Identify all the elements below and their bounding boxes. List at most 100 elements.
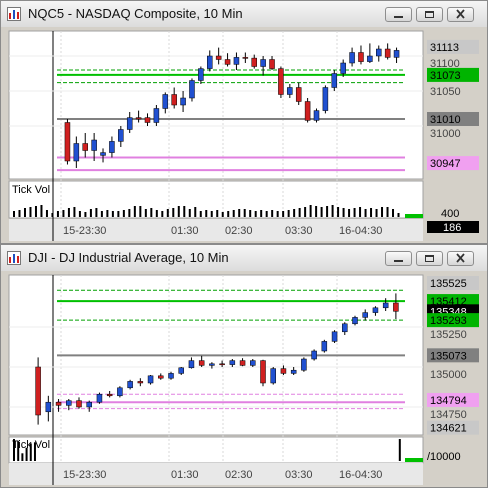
time-tick-label: 03:30 [285,469,313,481]
volume-bar [398,439,401,461]
time-tick-label: 02:30 [225,225,253,237]
window-titlebar[interactable]: DJI - DJ Industrial Average, 10 Min [1,245,487,272]
candle-body [100,152,106,156]
volume-pane[interactable] [8,436,424,464]
candle-body [260,59,266,67]
time-tick-label: 15-23:30 [63,225,106,237]
volume-bar [210,211,213,217]
volume-bar [172,208,175,217]
price-chart[interactable]: 31113 31073 31010 30947 31100 31050 31000 400 18… [1,27,487,243]
candle-body [233,57,240,65]
candle-body [144,117,151,123]
volume-bar [304,207,307,217]
candle-body [189,80,195,99]
candle-body [153,108,160,123]
volume-bar [117,211,120,217]
volume-bar [386,207,389,217]
candle-body [198,68,204,81]
volume-bar [25,447,28,461]
chart-area[interactable]: 135525 135412 135348 135293 135073 134794 1346… [1,271,487,487]
time-axis [9,463,423,485]
volume-bar [150,208,153,217]
window-titlebar[interactable]: NQC5 - NASDAQ Composite, 10 Min [1,1,487,28]
price-tick-label: 31100 [430,58,460,70]
candle-body [301,358,307,371]
volume-bar [29,207,32,217]
candle-body [321,341,328,352]
volume-bar [298,208,301,217]
volume-live-bar [405,458,423,462]
volume-live-bar [405,214,423,218]
price-highlight-text: 134794 [430,395,467,407]
chart-area[interactable]: 31113 31073 31010 30947 31100 31050 31000 400 18… [1,27,487,243]
volume-bar [249,210,252,217]
maximize-button[interactable] [416,7,443,22]
candle-body [117,387,123,397]
price-highlight-label [427,156,479,171]
price-tick-label: 135250 [430,329,467,341]
candle-body [35,366,41,416]
volume-bar [199,211,202,217]
candle-body [162,94,169,109]
volume-bar [375,209,378,217]
price-highlight-text: 135293 [430,315,467,327]
candle-body [86,401,92,408]
volume-bar [370,208,373,217]
candle-body [55,401,62,406]
candle-body [215,55,222,60]
time-tick-label: 01:30 [171,225,199,237]
volume-bar [56,211,59,217]
candle-body [367,55,373,62]
price-highlight-label [427,392,479,407]
volume-current-text: 186 [443,222,461,234]
volume-bar [122,210,125,217]
maximize-button[interactable] [416,251,443,266]
volume-bar [216,210,219,217]
candle-body [64,122,71,162]
volume-bar [73,207,76,217]
close-button[interactable] [447,7,474,22]
volume-bar [67,208,70,217]
minimize-button[interactable] [385,251,412,266]
price-highlight-label [427,39,479,54]
candle-body [106,393,113,397]
minimize-icon [394,260,403,262]
candle-body [91,139,97,151]
volume-bar [177,206,180,217]
minimize-button[interactable] [385,7,412,22]
volume-bar [238,209,241,217]
volume-bar [353,208,356,217]
candle-body [188,360,195,369]
volume-bar [232,210,235,217]
candle-body [219,363,225,366]
candle-body [224,59,231,65]
price-tick-label: 31000 [430,128,461,140]
volume-bar [254,211,257,217]
volume-bar [84,212,87,217]
candle-body [73,143,80,162]
candle-body [304,101,311,121]
candle-body [269,59,275,69]
candle-body [171,94,177,106]
volume-bar [364,209,367,217]
candle-body [384,48,391,58]
time-tick-label: 16-04:30 [339,469,382,481]
price-chart[interactable]: 1355251354121353481352931350731347941346… [1,271,487,487]
volume-bar [381,207,384,217]
volume-current-label [427,221,479,233]
volume-bar [51,213,54,217]
candle-body [242,57,249,59]
candle-body [66,400,72,406]
volume-bar [227,211,230,217]
volume-bar [183,206,186,217]
time-tick-label: 16-04:30 [339,225,382,237]
close-button[interactable] [447,251,474,266]
candle-body [280,368,287,374]
candle-body [311,350,317,360]
price-tick-label: 31050 [430,86,461,98]
dji-chart-window: DJI - DJ Industrial Average, 10 Min 1355… [0,244,488,488]
candle-body [127,381,133,389]
volume-bar [78,211,81,217]
price-highlight-label [427,313,479,328]
nqc5-chart-window: NQC5 - NASDAQ Composite, 10 Min 31113 310… [0,0,488,244]
